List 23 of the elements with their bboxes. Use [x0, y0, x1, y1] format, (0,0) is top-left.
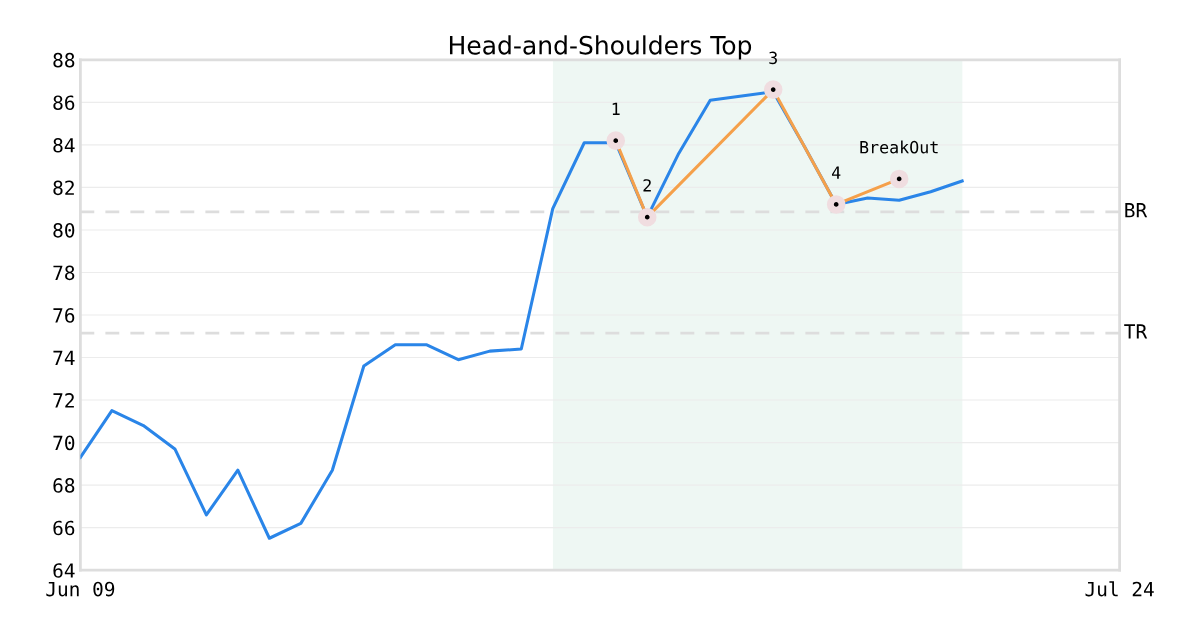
y-tick-label: 82: [53, 180, 74, 196]
annotation: 2: [643, 179, 651, 192]
y-tick-label: 74: [53, 350, 75, 365]
y-tick-label: 80: [53, 222, 75, 238]
y-tick-label: 70: [53, 435, 75, 451]
annotation: 4: [832, 166, 841, 179]
y-tick-label: 68: [53, 478, 75, 493]
x-tick-label: Jun 09: [46, 581, 115, 597]
x-tick-label: Jul 24: [1085, 581, 1154, 597]
annotation: 3: [769, 51, 777, 65]
y-tick-label: 64: [53, 563, 75, 578]
y-tick-label: 86: [53, 95, 75, 111]
annotation: 1: [612, 102, 620, 115]
annotation: BreakOut: [860, 140, 938, 154]
ref-line-label: BR: [1125, 203, 1148, 218]
y-tick-label: 88: [53, 52, 75, 68]
y-tick-label: 76: [53, 308, 75, 323]
chart-title: Head-and-Shoulders Top: [449, 35, 752, 60]
ref-line-label: TR: [1124, 324, 1148, 339]
y-tick-label: 72: [53, 393, 74, 408]
y-tick-label: 78: [53, 265, 75, 281]
y-tick-label: 66: [53, 520, 75, 536]
y-tick-label: 84: [53, 137, 75, 153]
